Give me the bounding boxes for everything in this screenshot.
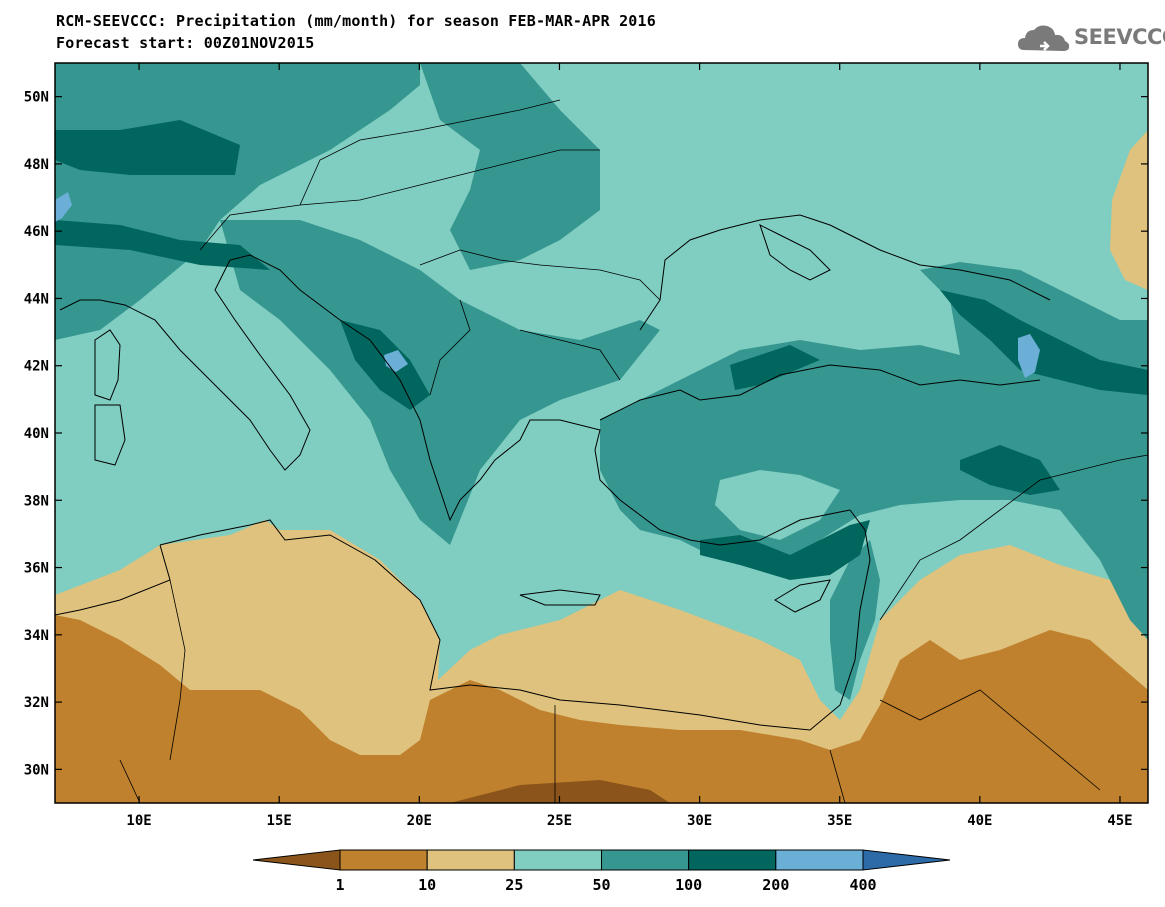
lat-tick-label: 42N (24, 359, 49, 375)
colorbar-segment-gt400 (862, 849, 951, 871)
precip-band-1-10 (55, 615, 1148, 803)
precip-band-100-200-adriatic (340, 320, 430, 410)
lat-tick-label: 32N (24, 695, 49, 711)
lon-tick-label: 15E (267, 813, 292, 829)
lat-tick-label: 46N (24, 224, 49, 240)
lat-tick-label: 48N (24, 157, 49, 173)
logo-text: SEEVCCC (1074, 25, 1165, 49)
colorbar-segment (426, 849, 515, 871)
precip-band-50-100-levant (830, 540, 880, 700)
lon-tick-label: 35E (827, 813, 852, 829)
lat-tick-label: 40N (24, 426, 49, 442)
lon-tick-label: 25E (547, 813, 572, 829)
lat-tick-label: 38N (24, 493, 49, 509)
lon-tick-label: 20E (407, 813, 432, 829)
latitude-axis: 50N 48N 46N 44N 42N 40N 38N 36N 34N 32N 30N (24, 90, 1148, 778)
seevccc-logo: SEEVCCC (1016, 20, 1165, 58)
colorbar-segment (513, 849, 602, 871)
lon-tick-label: 10E (126, 813, 151, 829)
lat-tick-label: 30N (24, 762, 49, 778)
precip-band-100-200-alps (55, 120, 240, 175)
precip-band-10-25-east (1110, 130, 1148, 290)
country-borders (119, 99, 1148, 803)
colorbar-segment (688, 849, 777, 871)
lon-tick-label: 40E (967, 813, 992, 829)
lon-tick-label: 45E (1107, 813, 1132, 829)
longitude-axis: 10E 15E 20E 25E 30E 35E 40E 45E (126, 63, 1133, 829)
precip-band-100-200-south-turkey (700, 520, 870, 580)
forecast-start-label: Forecast start: 00Z01NOV2015 (56, 34, 315, 52)
colorbar-segment (601, 849, 690, 871)
colorbar-label: 1 (335, 876, 344, 894)
cloud-logo-icon (1018, 25, 1070, 51)
colorbar-label: 25 (505, 876, 523, 894)
precip-band-lt1 (450, 780, 670, 803)
colorbar-label: 10 (418, 876, 436, 894)
precip-band-100-200-alps2 (55, 220, 270, 270)
precip-band-25-50-italy (200, 290, 340, 480)
lon-tick-label: 30E (687, 813, 712, 829)
lat-tick-label: 50N (24, 90, 49, 106)
precip-band-100-200-anatolia (960, 445, 1060, 495)
colorbar-label: 400 (849, 876, 876, 894)
chart-title: RCM-SEEVCCC: Precipitation (mm/month) fo… (56, 12, 656, 30)
precipitation-map (55, 63, 1148, 803)
precip-band-25-50-anatolia (715, 470, 840, 540)
precip-band-50-100-balkans (220, 220, 660, 545)
colorbar-label: 200 (762, 876, 789, 894)
precip-band-50-100-carpathian (420, 63, 600, 270)
colorbar-label: 100 (675, 876, 702, 894)
coastlines (55, 214, 1051, 731)
colorbar: 1 10 25 50 100 200 400 (252, 849, 951, 894)
precip-band-100-200-caucasus (940, 290, 1148, 395)
precip-band-100-200-ne-turkey (730, 345, 820, 390)
lat-tick-label: 36N (24, 561, 49, 577)
colorbar-segment (339, 849, 428, 871)
precip-band-200-400-alps (55, 192, 72, 222)
lat-tick-label: 34N (24, 628, 49, 644)
colorbar-segment-lt1 (252, 849, 341, 871)
precip-band-200-400-caucasus (1018, 334, 1040, 378)
colorbar-segment (775, 849, 864, 871)
lat-tick-label: 44N (24, 291, 49, 307)
colorbar-label: 50 (592, 876, 610, 894)
